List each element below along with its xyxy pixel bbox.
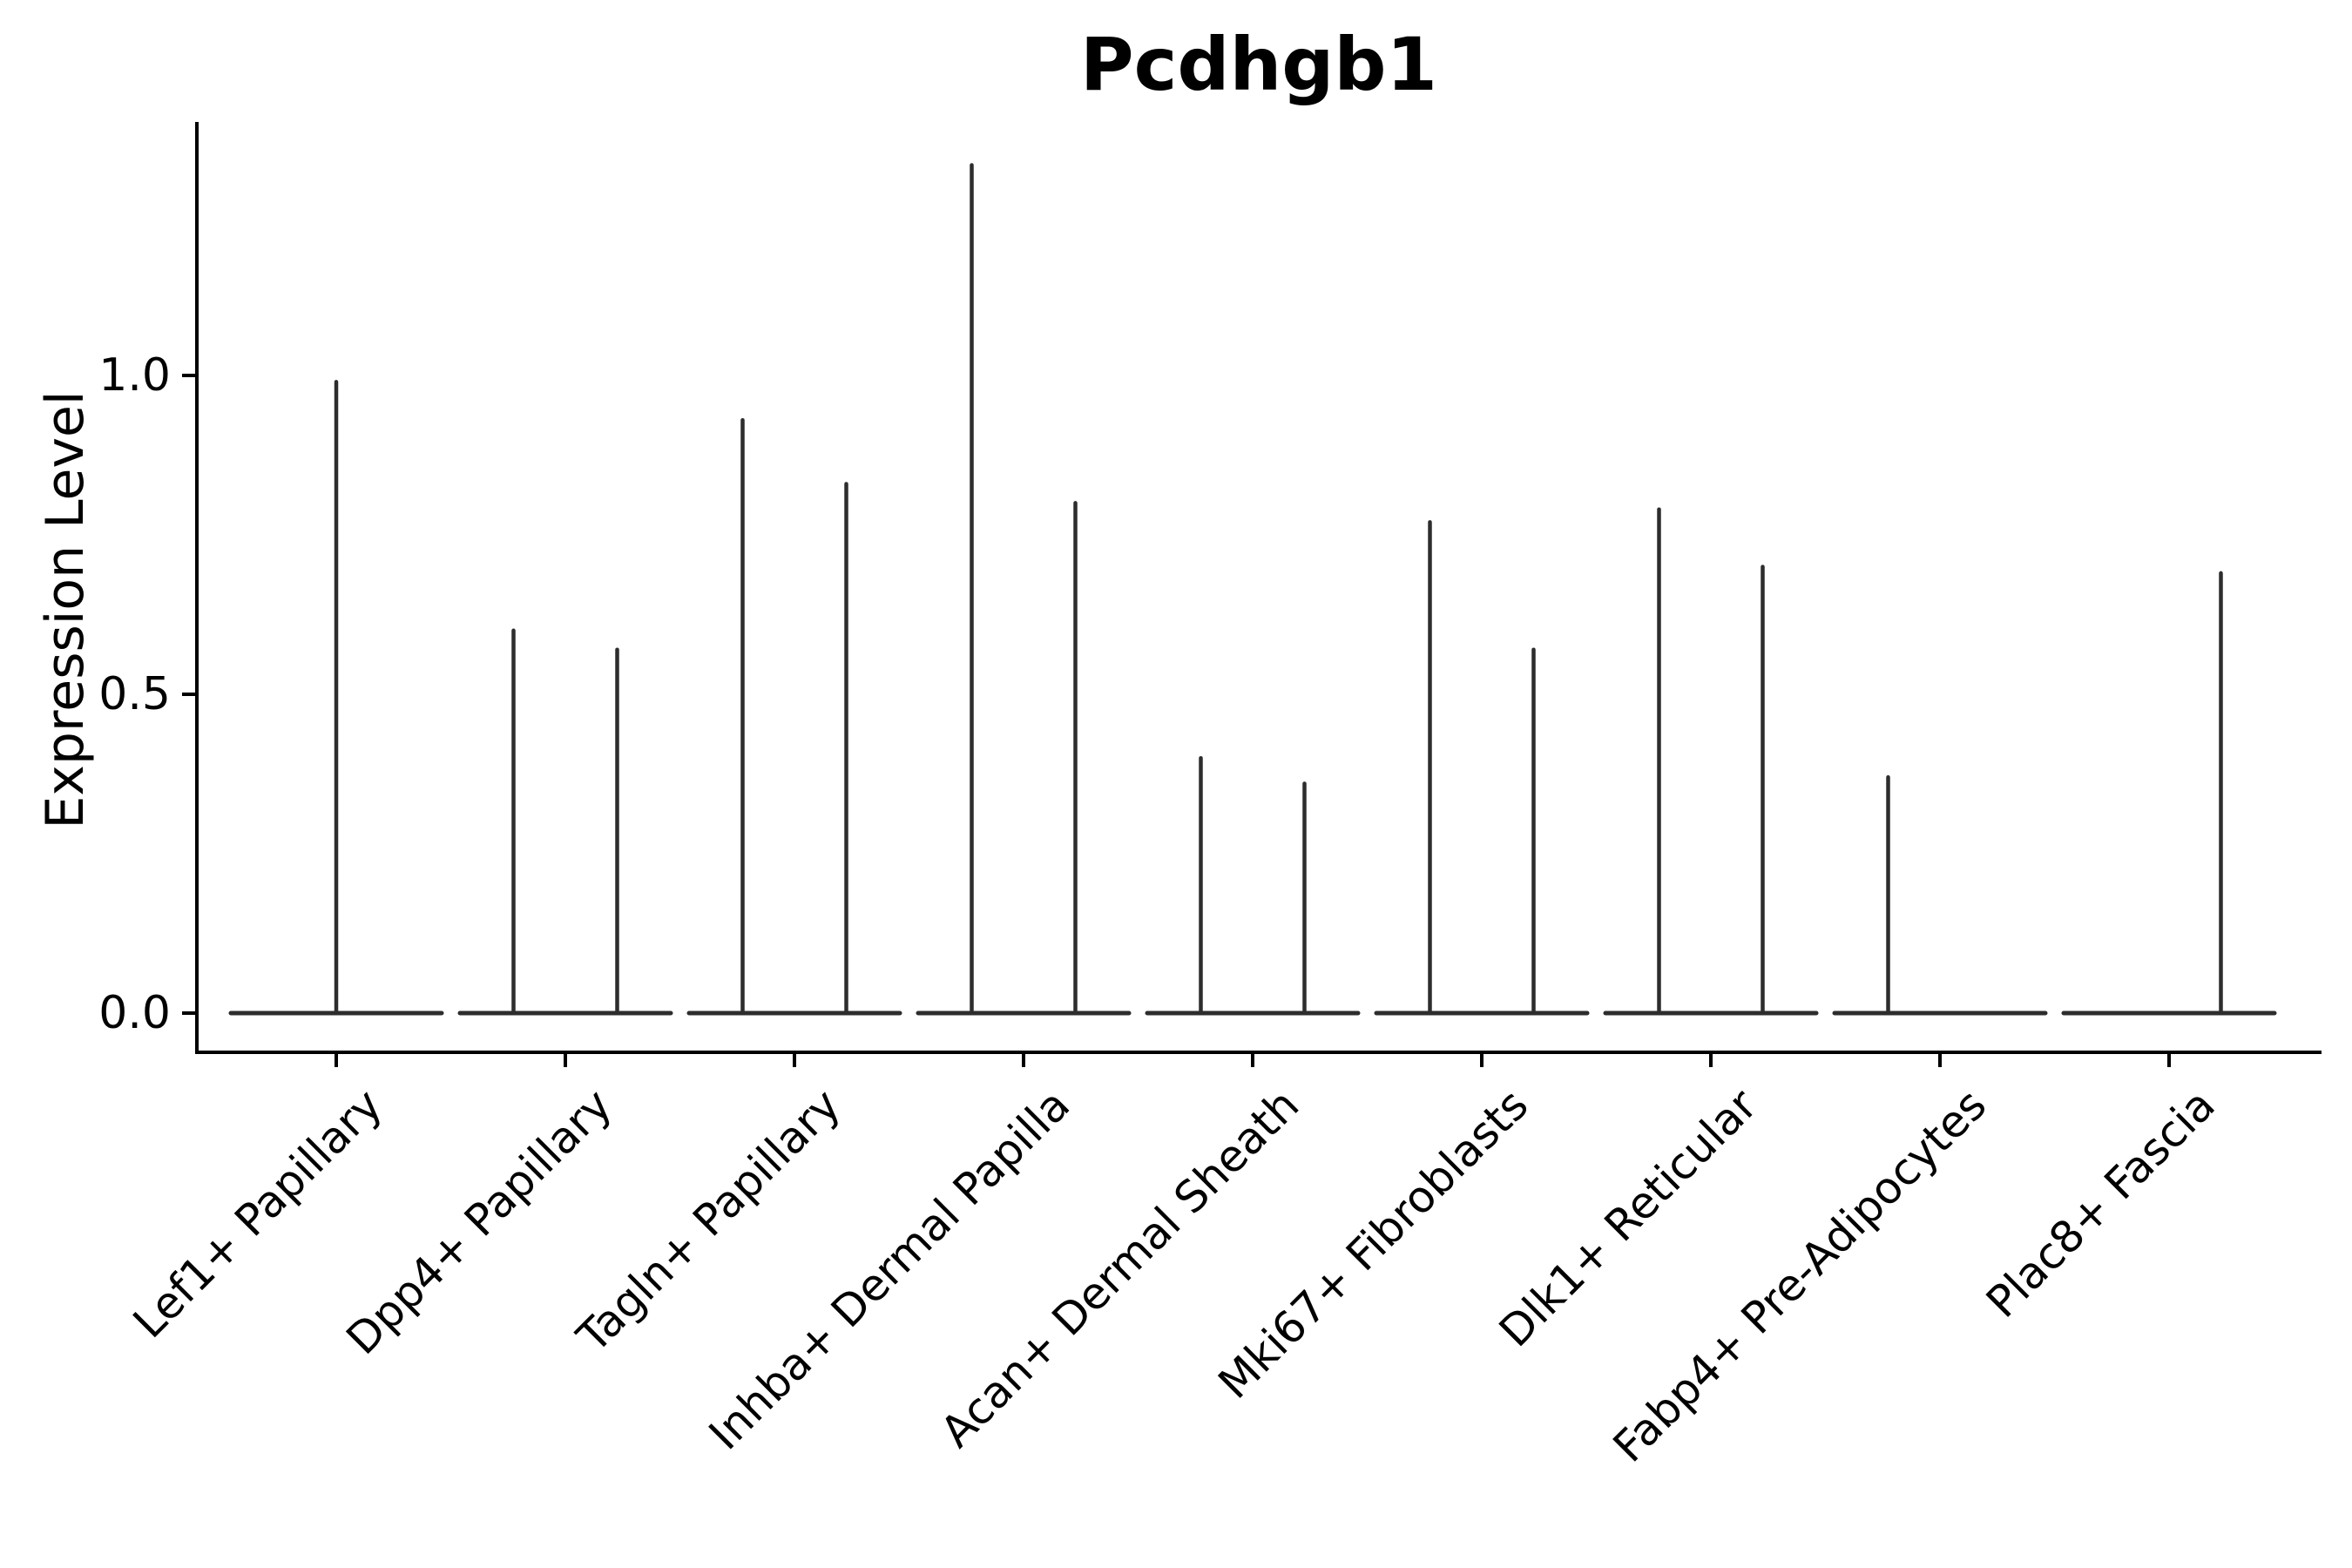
y-tick-label: 0.5: [98, 668, 171, 720]
y-tick-label: 1.0: [98, 349, 171, 402]
chart-title: Pcdhgb1: [1080, 22, 1437, 107]
y-tick-label: 0.0: [98, 987, 171, 1039]
